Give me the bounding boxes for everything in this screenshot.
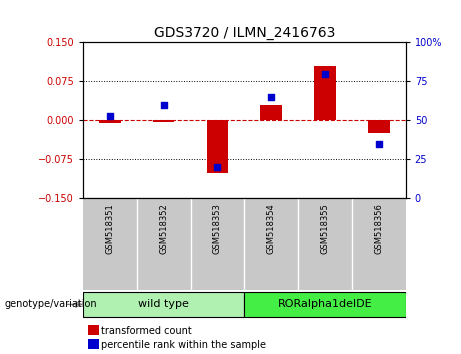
Bar	[368, 120, 390, 133]
Point	[160, 102, 167, 108]
Bar	[153, 120, 174, 122]
Bar	[244, 292, 406, 317]
Text: genotype/variation: genotype/variation	[5, 299, 97, 309]
Bar	[83, 292, 244, 317]
Text: GSM518351: GSM518351	[106, 203, 114, 253]
Text: GSM518356: GSM518356	[374, 203, 383, 254]
Bar	[260, 105, 282, 120]
Title: GDS3720 / ILMN_2416763: GDS3720 / ILMN_2416763	[154, 26, 335, 40]
Bar	[207, 120, 228, 173]
Text: GSM518354: GSM518354	[267, 203, 276, 253]
Point	[214, 164, 221, 170]
Text: RORalpha1delDE: RORalpha1delDE	[278, 299, 372, 309]
Point	[375, 141, 383, 147]
Text: GSM518353: GSM518353	[213, 203, 222, 254]
Text: transformed count: transformed count	[101, 326, 192, 336]
Point	[106, 113, 113, 119]
Text: GSM518352: GSM518352	[159, 203, 168, 253]
Bar	[99, 120, 121, 123]
Point	[321, 71, 329, 76]
Point	[267, 94, 275, 100]
Text: GSM518355: GSM518355	[320, 203, 330, 253]
Bar	[314, 66, 336, 120]
Text: percentile rank within the sample: percentile rank within the sample	[101, 340, 266, 350]
Text: wild type: wild type	[138, 299, 189, 309]
